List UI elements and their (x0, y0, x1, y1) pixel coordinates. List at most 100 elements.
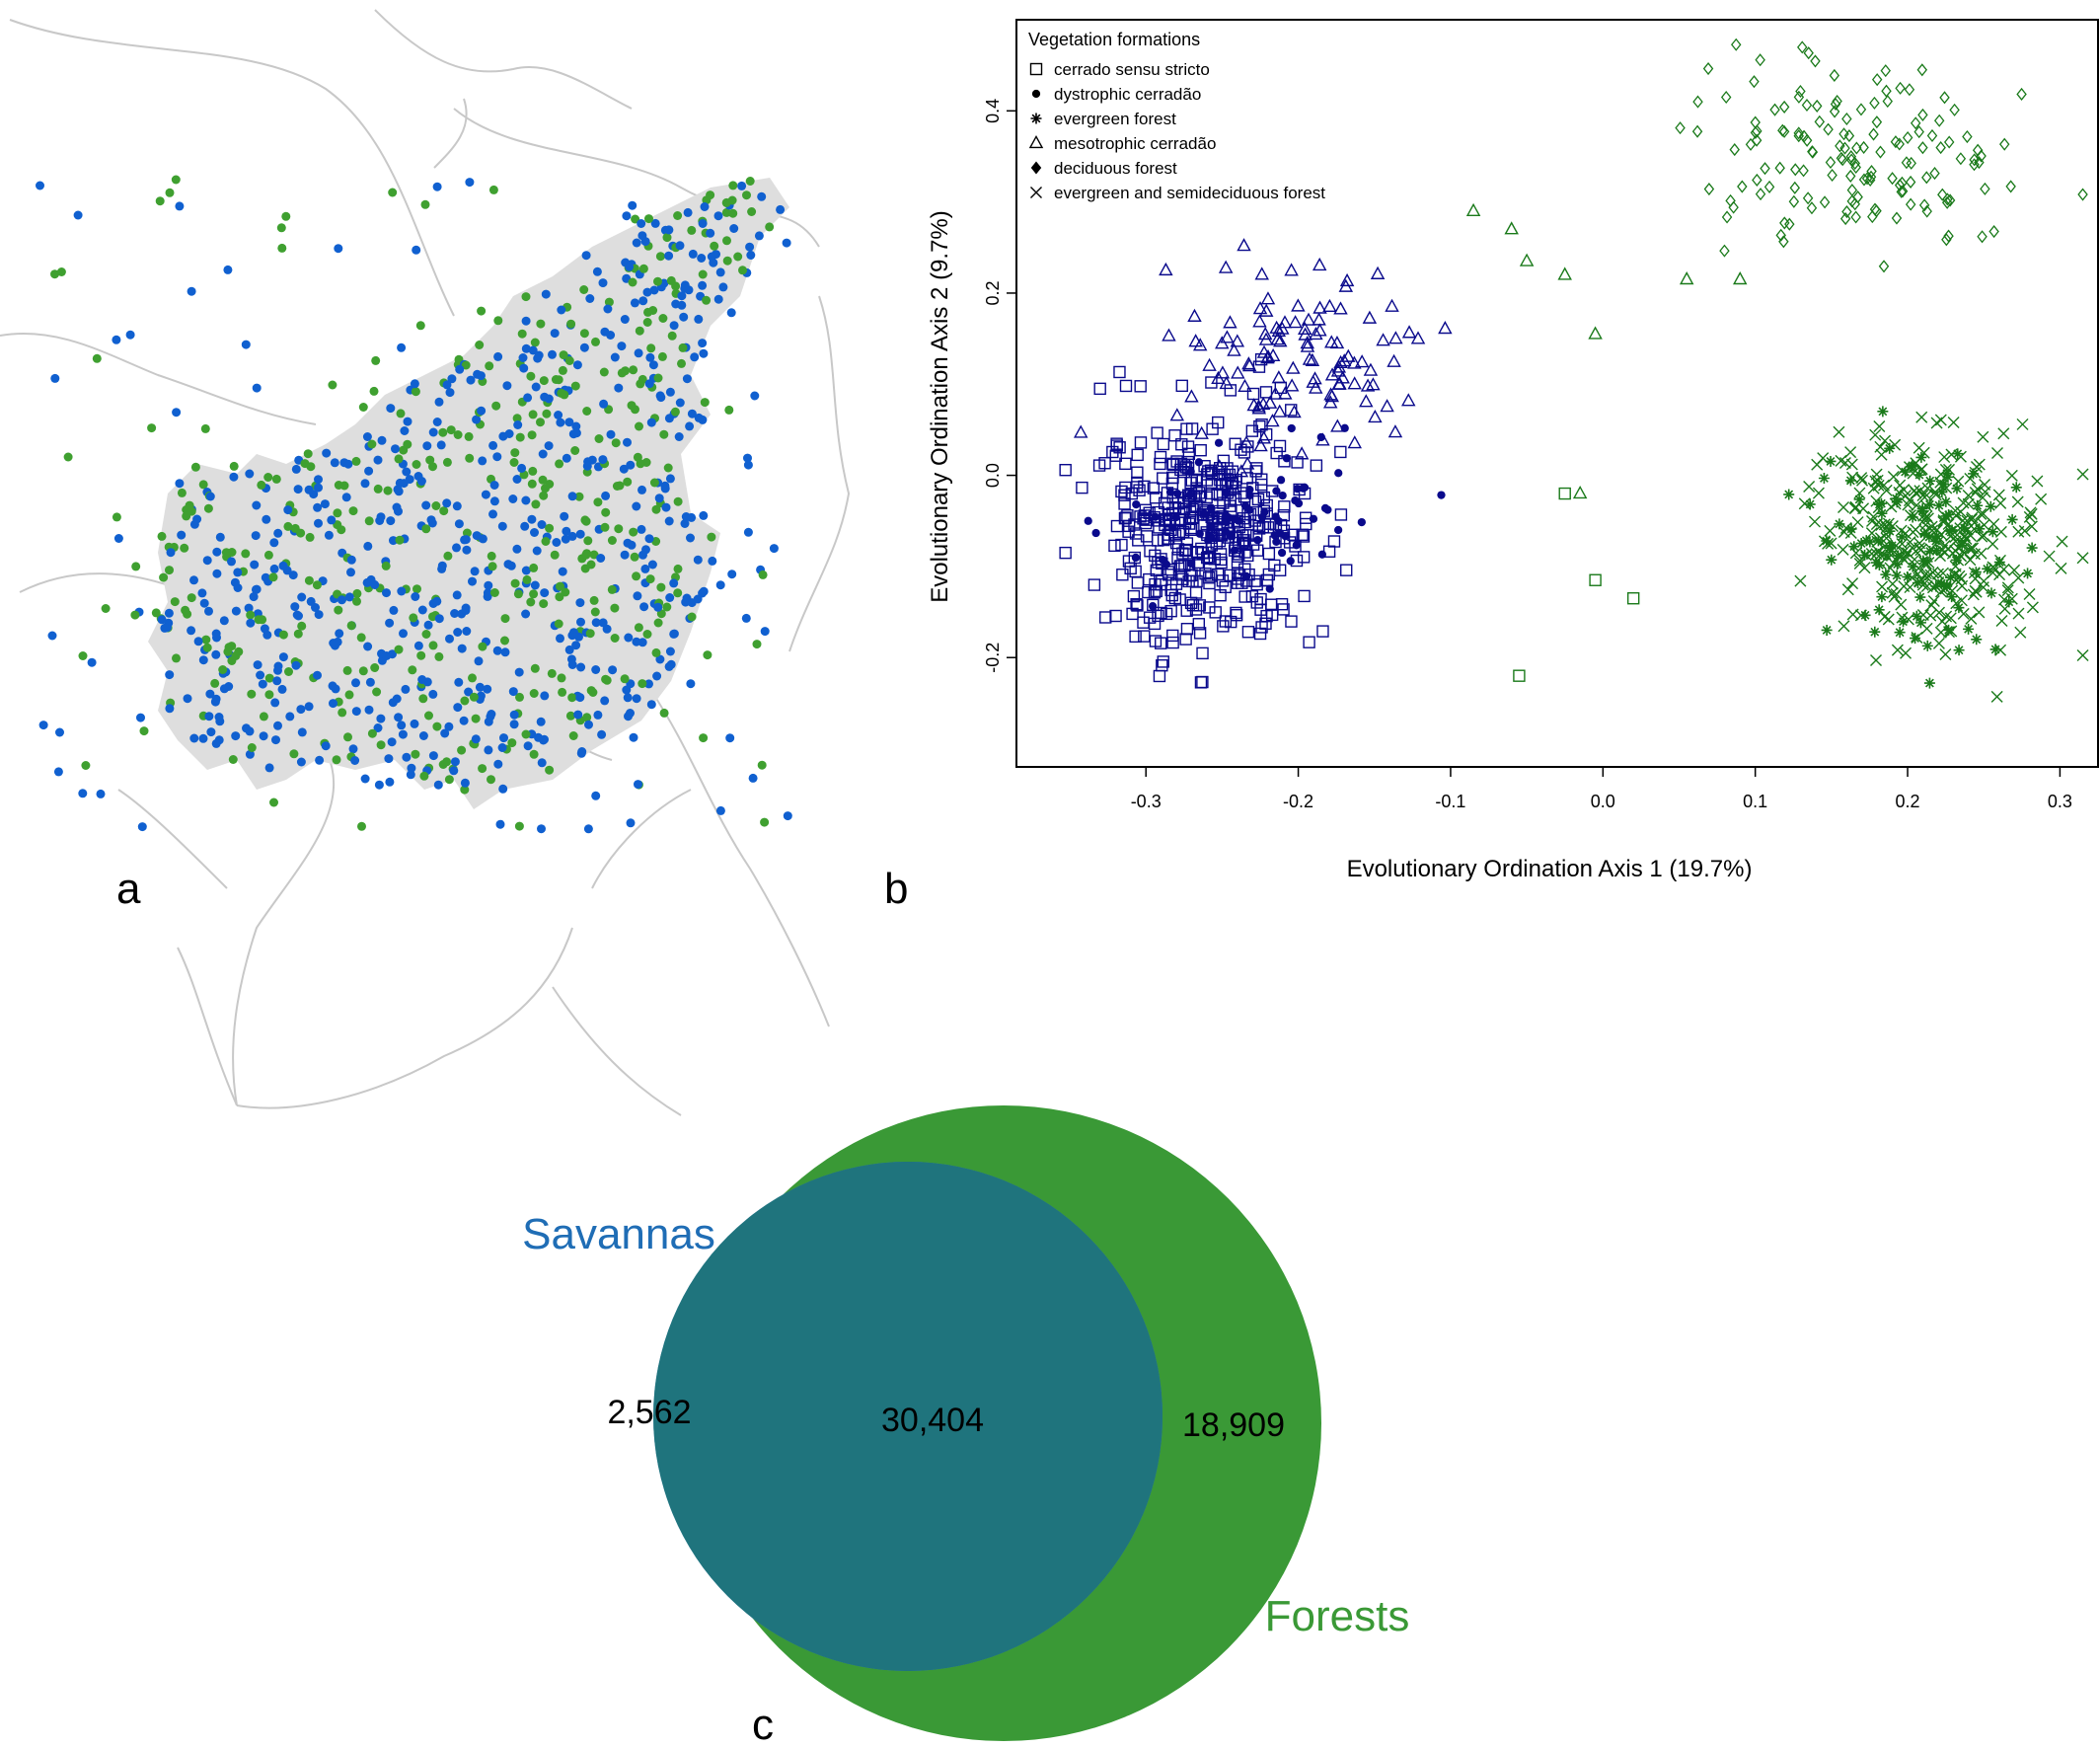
scatter-point (1841, 583, 1854, 596)
map-point-savanna (537, 520, 547, 529)
map-point-savanna (750, 391, 760, 401)
scatter-point (1260, 350, 1275, 364)
scatter-point (1180, 623, 1194, 636)
map-point-savanna (260, 624, 269, 634)
scatter-point (1872, 545, 1885, 558)
map-point-savanna (245, 469, 255, 479)
scatter-point (1944, 612, 1957, 625)
map-point-forest (491, 401, 501, 411)
scatter-point (1168, 591, 1182, 605)
scatter-point (2010, 482, 2022, 494)
scatter-point (1076, 481, 1088, 494)
scatter-point (1943, 463, 1956, 476)
scatter-point (2001, 584, 2014, 597)
scatter-point (1194, 444, 1207, 457)
scatter-point (1929, 167, 1940, 181)
scatter-point (1839, 141, 1850, 155)
map-point-savanna (499, 733, 508, 743)
scatter-point (1755, 188, 1766, 201)
map-point-savanna (512, 475, 522, 484)
scatter-point (1224, 494, 1237, 507)
map-point-forest (765, 222, 775, 232)
scatter-point (1347, 376, 1362, 390)
scatter-point (1299, 484, 1308, 493)
scatter-point (1255, 478, 1268, 492)
scatter-point (1331, 376, 1346, 390)
ordination-axes: -0.3 -0.2 -0.1 0.0 0.1 0.2 0.3-0.20.00.20.4 (983, 99, 2072, 811)
map-point-forest (565, 711, 575, 721)
scatter-point (1130, 598, 1143, 611)
scatter-point (1184, 389, 1199, 403)
scatter-point (1131, 553, 1140, 563)
scatter-point (1252, 301, 1268, 315)
map-point-savanna (628, 200, 638, 210)
map-point-forest (529, 589, 539, 599)
scatter-point (1309, 514, 1318, 523)
map-point-forest (539, 491, 549, 500)
scatter-point (1922, 557, 1935, 570)
map-point-savanna (389, 605, 399, 615)
map-point-savanna (428, 689, 438, 699)
map-point-savanna (632, 694, 641, 704)
scatter-point (1803, 46, 1814, 60)
scatter-point (1971, 483, 1984, 495)
map-point-forest (247, 689, 257, 699)
map-point-savanna (582, 461, 592, 471)
scatter-point (1357, 517, 1366, 527)
scatter-point (1251, 493, 1265, 506)
scatter-point (1088, 578, 1101, 591)
legend-entry-label: mesotrophic cerradão (1054, 134, 1216, 153)
map-point-forest (673, 564, 683, 573)
scatter-point (1935, 141, 1946, 155)
map-point-forest (659, 429, 669, 439)
scatter-point (1858, 173, 1870, 187)
map-point-savanna (622, 685, 632, 695)
scatter-point (1324, 367, 1340, 381)
map-point-savanna (453, 703, 463, 713)
scatter-point (1241, 571, 1251, 580)
map-point-savanna (623, 437, 632, 447)
map-point-savanna (558, 567, 567, 576)
map-point-forest (559, 350, 568, 360)
scatter-point (1894, 479, 1907, 492)
scatter-point (1273, 564, 1287, 576)
scatter-point (1880, 64, 1891, 78)
scatter-point (1750, 125, 1762, 139)
scatter-point (1347, 355, 1362, 369)
scatter-point (1788, 194, 1800, 208)
map-point-savanna (454, 677, 464, 687)
scatter-point (1918, 198, 1930, 212)
map-point-savanna (608, 665, 618, 675)
map-point-forest (649, 478, 659, 488)
map-point-forest (488, 562, 497, 571)
map-point-savanna (623, 538, 633, 548)
scatter-point (1149, 549, 1162, 563)
scatter-point (1929, 486, 1942, 498)
map-point-savanna (593, 710, 603, 720)
map-point-savanna (536, 717, 546, 726)
scatter-point (1916, 489, 1929, 501)
scatter-point (1972, 499, 1984, 511)
scatter-point (1810, 54, 1821, 68)
map-point-savanna (193, 637, 203, 646)
scatter-point (2026, 601, 2039, 614)
scatter-point (2014, 626, 2027, 639)
scatter-point (1093, 382, 1106, 396)
scatter-point (1965, 612, 1978, 625)
scatter-point (1943, 229, 1954, 243)
scatter-point (1150, 564, 1162, 577)
map-point-savanna (698, 219, 708, 228)
scatter-point (1335, 370, 1350, 384)
map-point-forest (526, 371, 536, 381)
scatter-point (1222, 489, 1231, 497)
map-point-savanna (187, 286, 196, 296)
map-point-forest (662, 602, 672, 612)
map-point-forest (344, 690, 354, 700)
scatter-point (1733, 271, 1748, 285)
scatter-point (1193, 599, 1206, 612)
legend-marker (1030, 187, 1042, 198)
scatter-point (1795, 84, 1806, 99)
map-point-savanna (562, 526, 571, 536)
map-point-savanna (600, 696, 610, 706)
series-4 (1675, 38, 2088, 273)
